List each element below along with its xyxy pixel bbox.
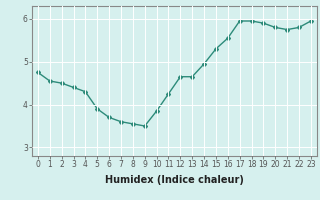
X-axis label: Humidex (Indice chaleur): Humidex (Indice chaleur) <box>105 175 244 185</box>
